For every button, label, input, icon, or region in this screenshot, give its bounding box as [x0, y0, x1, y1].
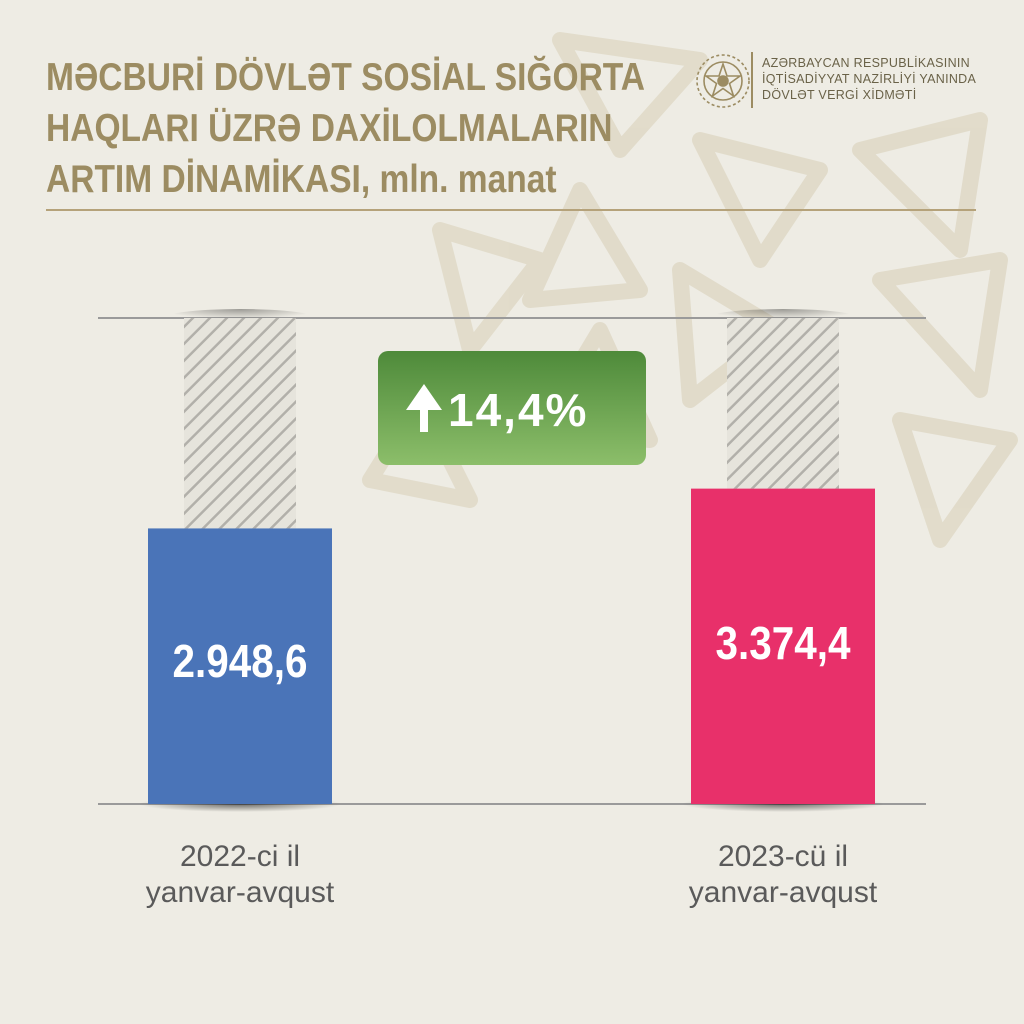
bar-remainder-2023 [727, 318, 839, 489]
bar-value-label-2023: 3.374,4 [715, 619, 850, 670]
organization-name: AZƏRBAYCAN RESPUBLİKASININ İQTİSADİYYAT … [762, 55, 976, 103]
category-label-2022-line-1: 2022-ci il [180, 840, 300, 873]
org-line-1: AZƏRBAYCAN RESPUBLİKASININ [762, 56, 970, 70]
category-label-2023-line-2: yanvar-avqust [689, 876, 878, 909]
bar-top-shadow-2022 [161, 309, 319, 329]
bar-top-shadow-2023 [704, 309, 862, 329]
bar-2022 [148, 528, 332, 804]
growth-label: 14,4% [448, 384, 588, 436]
category-label-2022-line-2: yanvar-avqust [146, 876, 335, 909]
bar-remainder-2022 [184, 318, 296, 529]
org-line-2: İQTİSADİYYAT NAZİRLİYİ YANINDA [762, 72, 977, 86]
arrow-up-icon [406, 384, 442, 432]
title-line-1: MƏCBURİ DÖVLƏT SOSİAL SIĞORTA [46, 56, 646, 99]
growth-badge: 14,4% [378, 351, 646, 465]
org-line-3: DÖVLƏT VERGİ XİDMƏTİ [762, 88, 917, 102]
bar-2023 [691, 488, 875, 804]
page-title: MƏCBURİ DÖVLƏT SOSİAL SIĞORTA HAQLARI ÜZ… [46, 52, 646, 205]
title-divider [46, 209, 976, 211]
category-label-2023-line-1: 2023-cü il [718, 840, 848, 873]
org-divider [751, 52, 753, 108]
bar-value-label-2022: 2.948,6 [172, 637, 307, 688]
title-line-3: ARTIM DİNAMİKASI, mln. manat [46, 158, 557, 201]
title-line-2: HAQLARI ÜZRƏ DAXİLOLMALARIN [46, 107, 613, 150]
state-emblem-icon [696, 54, 750, 108]
